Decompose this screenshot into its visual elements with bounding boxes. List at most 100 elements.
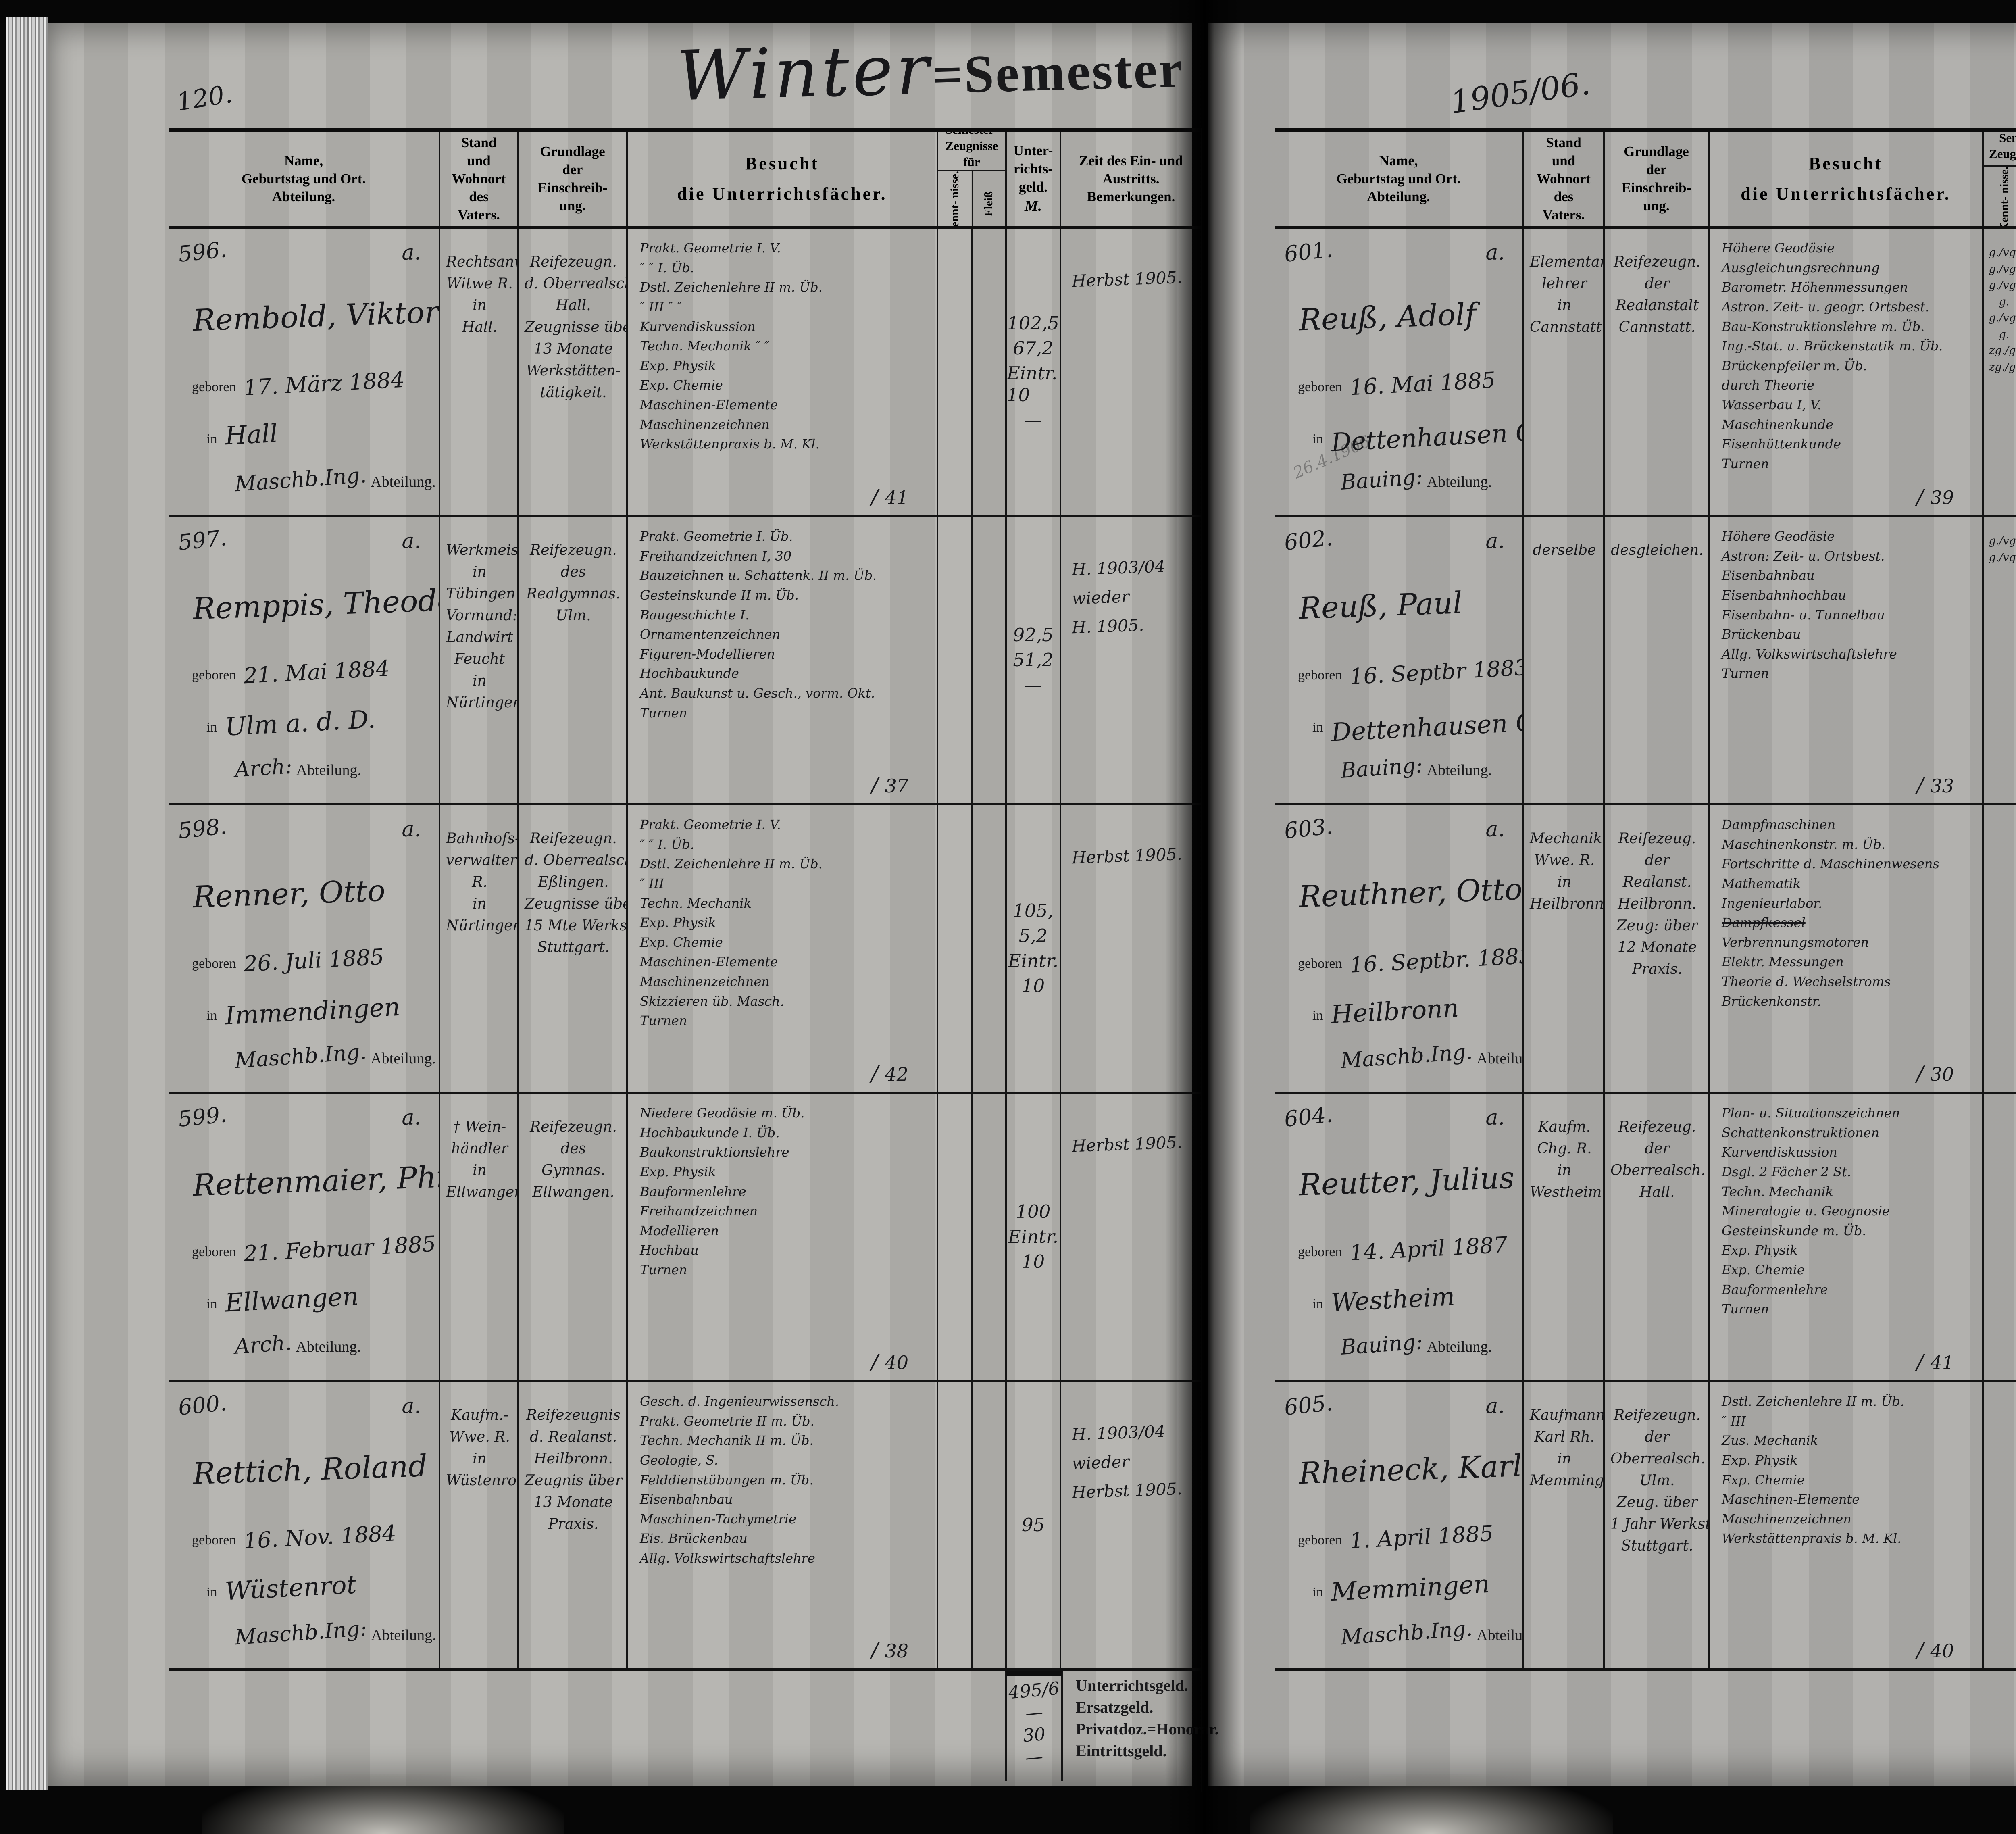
enrollment-basis-cell: Reifezeugn. d. Oberrealsch. Hall. Zeugnisse… <box>517 229 626 515</box>
total-value: — <box>1024 1746 1044 1768</box>
header-line: und <box>467 152 491 169</box>
basis-line: Praxis. <box>548 1516 599 1532</box>
department-handwritten: Arch: <box>234 754 293 782</box>
department-label: Abteilung. <box>371 1050 436 1067</box>
header-line: die Unterrichtsfächer. <box>1741 184 1951 204</box>
subject-line: Schattenkonstruktionen <box>1722 1125 1880 1140</box>
register-row: 602. a. Reuß, Paul geboren 16. Septbr 1883 in… <box>1275 515 2016 803</box>
subject-line: Prakt. Geometrie I. V. <box>640 817 781 832</box>
enrollment-basis-cell: Reifezeugn. des Gymnas. Ellwangen. <box>517 1094 626 1380</box>
subject-line: Brückenpfeiler m. Üb. <box>1722 358 1867 373</box>
in-label: in <box>206 720 217 735</box>
remark-line: Herbst 1905. <box>1071 267 1183 291</box>
class-mark: a. <box>1485 1394 1505 1418</box>
basis-line: der <box>1645 1429 1670 1445</box>
basis-line: Eßlingen. <box>538 874 609 890</box>
basis-line: d. Oberrealsch. <box>525 275 626 292</box>
subjects-hours-total: 41 <box>1916 1350 1954 1374</box>
subject-line: Eisenbahnhochbau <box>1722 587 1846 603</box>
father-line: Mechanikers- <box>1530 830 1603 847</box>
born-label: geboren <box>192 1533 236 1548</box>
header-line: Abteilung. <box>1367 189 1430 205</box>
subject-line: Techn. Mechanik <box>640 895 752 911</box>
subject-line: Bau-Konstruktionslehre m. Üb. <box>1722 319 1925 334</box>
fee-amount: 51,2 <box>1013 649 1054 671</box>
department-handwritten: Bauing: <box>1340 1330 1424 1360</box>
department-line: Maschb.Ing.Abteilung. <box>234 463 435 497</box>
father-line: Chg. R. <box>1537 1140 1592 1157</box>
header-line: Wohnort <box>1536 171 1591 187</box>
father-line: Nürtingen. <box>446 917 517 934</box>
grade-mark: zg./g. <box>1989 361 2016 373</box>
basis-line: desgleichen. <box>1611 542 1704 559</box>
subject-line: Eisenbahn- u. Tunnelbau <box>1722 607 1885 623</box>
subjects-hours-total: 42 <box>871 1062 908 1086</box>
in-label: in <box>206 1296 217 1311</box>
father-status-cell: Kaufm.- Wwe. R. in Wüstenrot. <box>439 1382 517 1668</box>
header-line: Bemerkungen. <box>1087 189 1175 205</box>
subject-line: Dstl. Zeichenlehre II m. Üb. <box>1722 1394 1904 1409</box>
father-line: Wwe. R. <box>449 1429 510 1445</box>
subject-line: Maschinenzeichnen <box>640 974 770 989</box>
grades-kenntnisse-cell <box>1982 1094 2016 1380</box>
header-line: Geburtstag und Ort. <box>241 171 366 187</box>
in-label: in <box>206 431 217 446</box>
father-line: Wwe. R. <box>1534 852 1595 869</box>
header-line: geld. <box>1019 179 1048 195</box>
birth-date-line: geboren 1. April 1885 <box>1298 1521 1514 1554</box>
grade-mark: g. <box>1999 295 2010 308</box>
father-status-cell: Rechtsanwalts- Witwe R. in Hall. <box>439 229 517 515</box>
header-line: Semester- <box>938 132 1005 138</box>
entry-identity-cell: 604. a. Reutter, Julius geboren 14. April 18… <box>1275 1094 1522 1380</box>
father-line: Witwe R. <box>446 275 513 292</box>
header-line: ung. <box>559 198 586 214</box>
subjects-cell: Prakt. Geometrie I. Üb. Freihandzeichnen … <box>626 517 937 803</box>
header-line: und <box>1552 152 1576 169</box>
subject-line: Kurvendiskussion <box>1722 1144 1837 1160</box>
in-label: in <box>1312 431 1323 446</box>
tuition-fee-cell: 95 <box>1005 1382 1060 1668</box>
totals-left: 495/6 — 30 — Unterrichtsgeld. Ersatzgeld… <box>169 1668 1219 1792</box>
subject-line: Mathematik <box>1722 875 1801 891</box>
father-line: in <box>1557 874 1572 890</box>
enrollment-basis-cell: Reifezeugn. der Oberrealsch. Ulm. Zeug. über… <box>1603 1382 1708 1668</box>
subject-line: Elektr. Messungen <box>1722 954 1844 970</box>
basis-line: der <box>1645 1140 1670 1157</box>
entry-identity-cell: 602. a. Reuß, Paul geboren 16. Septbr 1883 in… <box>1275 517 1522 803</box>
header-line: Unter- <box>1013 143 1053 159</box>
department-label: Abteilung. <box>1427 473 1492 490</box>
subject-line: Turnen <box>640 1013 687 1029</box>
birth-date: 16. Septbr 1883 <box>1349 654 1522 690</box>
subject-line: Niedere Geodäsie m. Üb. <box>640 1105 805 1121</box>
father-status-cell: Bahnhofs-verwalter R. in Nürtingen. <box>439 805 517 1092</box>
basis-line: Reifezeug. <box>1618 1119 1696 1135</box>
birth-place: Hall <box>224 418 279 451</box>
father-line: Feucht <box>454 651 505 667</box>
in-label: in <box>206 1008 217 1023</box>
basis-line: 1 Jahr Werkst. <box>1610 1516 1708 1532</box>
grades-fleiss-cell <box>971 1094 1005 1380</box>
table-header-right: Name, Geburtstag und Ort. Abteilung. Sta… <box>1275 128 2016 229</box>
born-label: geboren <box>1298 668 1342 683</box>
header-line: Einschreib- <box>1621 180 1691 196</box>
entry-number: 598. <box>177 813 228 844</box>
column-header-faecher: Besucht die Unterrichtsfächer. <box>626 132 937 226</box>
department-handwritten: Maschb.Ing: <box>234 1616 368 1650</box>
basis-line: Ulm. <box>1639 1472 1675 1489</box>
subject-line: Turnen <box>1722 1301 1769 1317</box>
subject-line: Baukonstruktionslehre <box>640 1144 789 1160</box>
basis-line: Reifezeugn. <box>1614 1407 1701 1423</box>
subject-line: Ausgleichungsrechnung <box>1722 260 1880 275</box>
father-line: in <box>473 673 487 689</box>
subject-line: Turnen <box>640 705 687 721</box>
basis-line: 12 Monate <box>1617 939 1697 956</box>
entry-number: 603. <box>1283 813 1334 844</box>
subjects-hours-total: 38 <box>871 1638 908 1663</box>
birth-place-line: in Dettenhausen O.A. Tübingen <box>1312 698 1522 747</box>
birth-place-line: in Memmingen <box>1312 1569 1514 1607</box>
in-label: in <box>1312 720 1323 735</box>
father-line: Cannstatt. <box>1530 319 1603 336</box>
fee-amount: 102,5 <box>1007 313 1059 334</box>
entry-number: 597. <box>177 525 228 556</box>
